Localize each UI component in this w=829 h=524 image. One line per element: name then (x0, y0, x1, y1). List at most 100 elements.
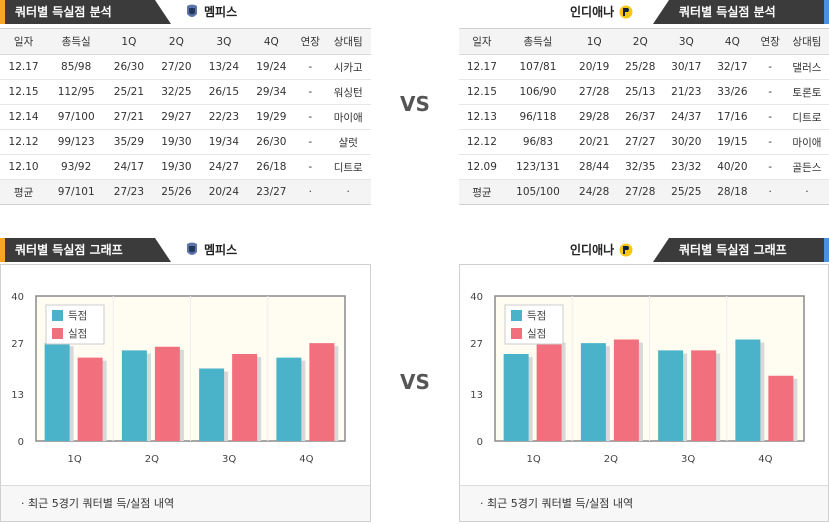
bar-scored (199, 368, 225, 441)
y-tick-label: 0 (477, 437, 483, 448)
bar-scored (503, 354, 529, 441)
column-header: 상대팀 (325, 28, 371, 55)
table-cell: 29/34 (247, 79, 296, 105)
left-stats-table: 일자 총득실 1Q 2Q 3Q 4Q 연장 상대팀 12.17 85/98 26/30 27/20 1… (0, 28, 371, 205)
x-tick-label: 4Q (299, 454, 313, 465)
left-table-header-row: 일자 총득실 1Q 2Q 3Q 4Q 연장 상대팀 (0, 28, 371, 55)
bar-scored (658, 350, 684, 441)
table-cell: - (755, 79, 785, 105)
table-cell: 26/37 (617, 104, 664, 130)
table-cell: 골든스 (784, 154, 829, 180)
y-tick-label: 27 (11, 339, 24, 350)
left-team-name: 멤피스 (185, 0, 237, 24)
bar-scored (580, 343, 606, 441)
table-row: 12.10 93/92 24/17 19/30 24/27 26/18- 디트로 (0, 154, 371, 180)
table-cell: 25/21 (105, 79, 153, 105)
table-cell: 26/30 (105, 54, 153, 80)
left-table-title: 쿼터별 득실점 분석 (5, 0, 155, 24)
legend-swatch (52, 328, 63, 339)
average-cell: · (295, 179, 326, 205)
right-stats-table: 일자 총득실 1Q 2Q 3Q 4Q 연장 상대팀 12.17 107/81 20/19 25/28… (459, 28, 829, 205)
average-cell: 평균 (0, 179, 48, 205)
table-cell: 93/92 (47, 154, 106, 180)
table-cell: - (295, 79, 326, 105)
table-cell: 30/20 (663, 129, 710, 155)
legend-label: 실점 (527, 328, 546, 340)
vs-label-bottom: VS (400, 370, 430, 394)
legend-label: 득점 (527, 310, 546, 322)
bar-allowed (77, 357, 103, 441)
table-cell: 85/98 (47, 54, 106, 80)
table-row: 12.15 106/90 27/28 25/13 21/23 33/26- 토론토 (459, 79, 829, 105)
table-cell: 19/24 (247, 54, 296, 80)
table-cell: 35/29 (105, 129, 153, 155)
table-row: 12.15 112/95 25/21 32/25 26/15 29/34- 워싱턴 (0, 79, 371, 105)
table-cell: 12.13 (459, 104, 505, 130)
legend-label: 득점 (68, 310, 87, 322)
average-cell: 24/28 (571, 179, 618, 205)
grizzlies-logo-icon (187, 4, 197, 17)
table-cell: 12.15 (459, 79, 505, 105)
table-cell: - (755, 54, 785, 80)
table-cell: 112/95 (47, 79, 106, 105)
table-cell: 27/21 (105, 104, 153, 130)
table-cell: 워싱턴 (325, 79, 371, 105)
average-cell: 28/18 (709, 179, 756, 205)
column-header: 연장 (755, 28, 785, 55)
pacers-logo-icon (619, 5, 633, 19)
average-cell: 25/25 (663, 179, 710, 205)
average-cell: 20/24 (200, 179, 248, 205)
table-cell: 26/30 (247, 129, 296, 155)
table-cell: 12.12 (0, 129, 48, 155)
table-cell: 21/23 (663, 79, 710, 105)
table-cell: 27/27 (617, 129, 664, 155)
table-cell: 19/34 (200, 129, 248, 155)
y-tick-label: 27 (470, 339, 483, 350)
bar-scored (44, 343, 70, 441)
right-table-title: 쿼터별 득실점 분석 (669, 0, 824, 24)
average-cell: · (784, 179, 829, 205)
table-cell: 25/13 (617, 79, 664, 105)
table-cell: 13/24 (200, 54, 248, 80)
table-cell: 토론토 (784, 79, 829, 105)
bar-allowed (154, 346, 180, 441)
legend-swatch (52, 310, 63, 321)
table-cell: 22/23 (200, 104, 248, 130)
table-cell: 32/25 (152, 79, 201, 105)
table-cell: 24/27 (200, 154, 248, 180)
left-graph-header: 쿼터별 득실점 그래프 멤피스 (0, 238, 371, 262)
x-tick-label: 2Q (604, 454, 618, 465)
right-graph-tab-corner (653, 238, 669, 262)
column-header: 1Q (571, 28, 618, 55)
y-tick-label: 40 (11, 292, 24, 303)
table-cell: 12.10 (0, 154, 48, 180)
table-cell: 댈러스 (784, 54, 829, 80)
table-cell: 123/131 (504, 154, 572, 180)
left-tab-corner (155, 0, 171, 24)
column-header: 총득실 (47, 28, 106, 55)
table-cell: - (755, 154, 785, 180)
x-tick-label: 2Q (145, 454, 159, 465)
legend-swatch (511, 310, 522, 321)
column-header: 3Q (663, 28, 710, 55)
bar-allowed (768, 375, 794, 441)
right-graph-accent (824, 238, 829, 262)
table-cell: - (755, 104, 785, 130)
table-cell: 27/20 (152, 54, 201, 80)
x-tick-label: 4Q (758, 454, 772, 465)
average-cell: 27/23 (105, 179, 153, 205)
column-header: 1Q (105, 28, 153, 55)
right-graph-header: 인디애나 쿼터별 득실점 그래프 (458, 238, 829, 262)
table-cell: 12.12 (459, 129, 505, 155)
bar-allowed (691, 350, 717, 441)
left-graph-team-label: 멤피스 (204, 243, 238, 257)
table-cell: 19/30 (152, 129, 201, 155)
table-cell: 12.14 (0, 104, 48, 130)
x-tick-label: 3Q (681, 454, 695, 465)
average-row: 평균 97/101 27/23 25/26 20/24 23/27 · · (0, 179, 371, 205)
average-cell: 23/27 (247, 179, 296, 205)
right-graph-team-label: 인디애나 (570, 243, 615, 257)
grizzlies-logo-icon (187, 242, 197, 255)
legend-label: 실점 (68, 328, 87, 340)
